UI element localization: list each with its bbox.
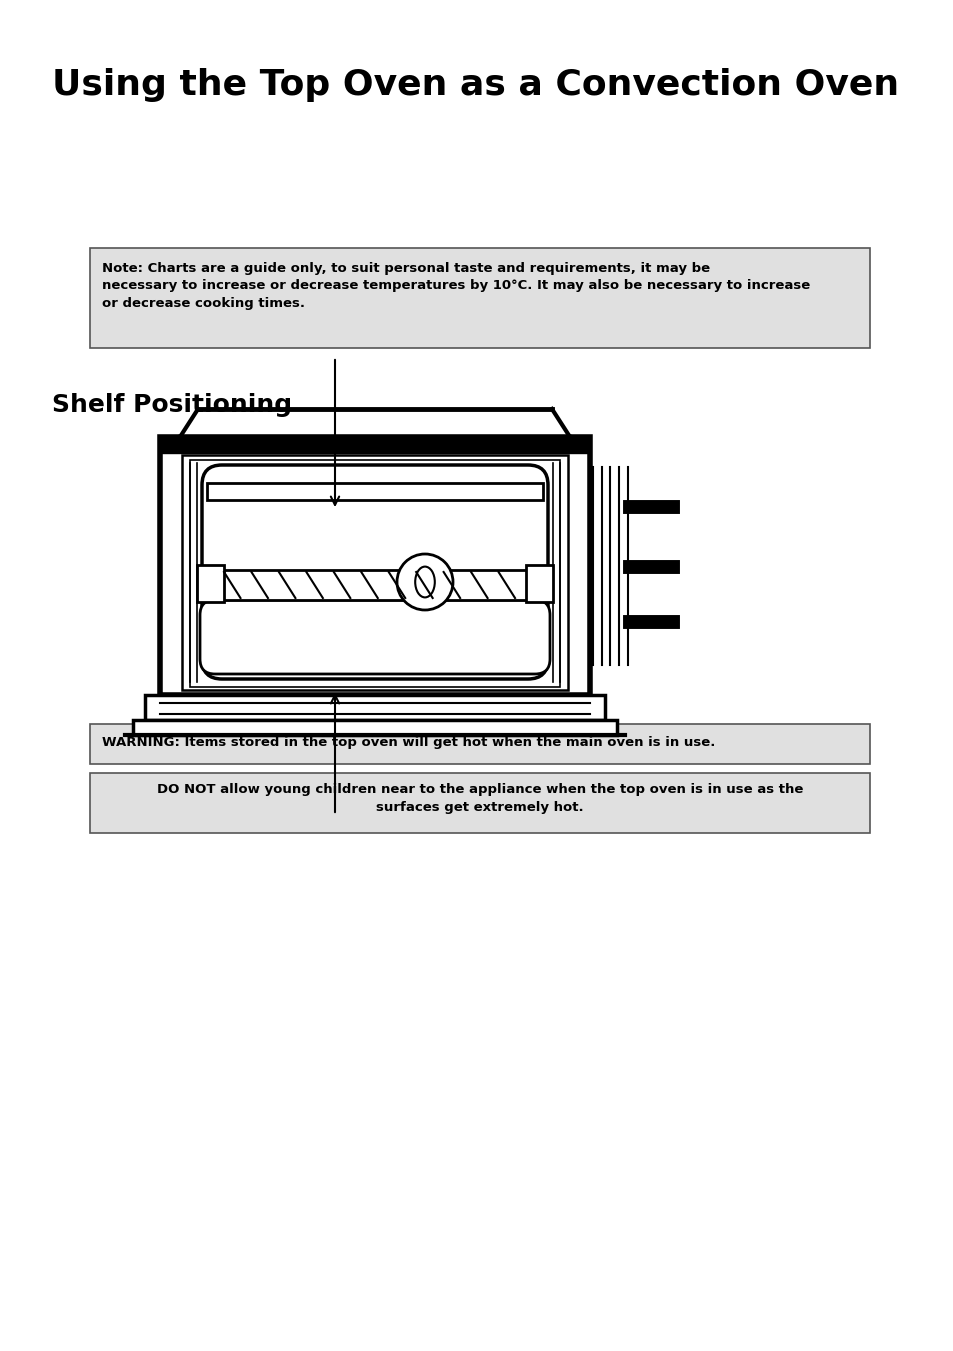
Text: DO NOT allow young children near to the appliance when the top oven is in use as: DO NOT allow young children near to the … [156, 784, 802, 815]
Text: WARNING: Items stored in the top oven will get hot when the main oven is in use.: WARNING: Items stored in the top oven wi… [102, 736, 715, 748]
FancyBboxPatch shape [145, 694, 604, 720]
FancyBboxPatch shape [90, 249, 869, 349]
FancyBboxPatch shape [207, 484, 542, 500]
FancyBboxPatch shape [182, 455, 567, 690]
FancyBboxPatch shape [196, 565, 224, 603]
FancyBboxPatch shape [160, 436, 589, 694]
FancyBboxPatch shape [160, 436, 589, 453]
FancyBboxPatch shape [90, 724, 869, 765]
FancyBboxPatch shape [202, 465, 547, 680]
FancyBboxPatch shape [132, 720, 617, 735]
Text: Shelf Positioning: Shelf Positioning [52, 393, 292, 417]
FancyBboxPatch shape [525, 565, 553, 603]
FancyBboxPatch shape [222, 570, 527, 600]
Text: Using the Top Oven as a Convection Oven: Using the Top Oven as a Convection Oven [52, 68, 898, 101]
Ellipse shape [415, 566, 435, 597]
Circle shape [396, 554, 453, 611]
Text: Note: Charts are a guide only, to suit personal taste and requirements, it may b: Note: Charts are a guide only, to suit p… [102, 262, 809, 309]
FancyBboxPatch shape [200, 600, 550, 674]
FancyBboxPatch shape [90, 773, 869, 834]
FancyBboxPatch shape [190, 459, 559, 688]
